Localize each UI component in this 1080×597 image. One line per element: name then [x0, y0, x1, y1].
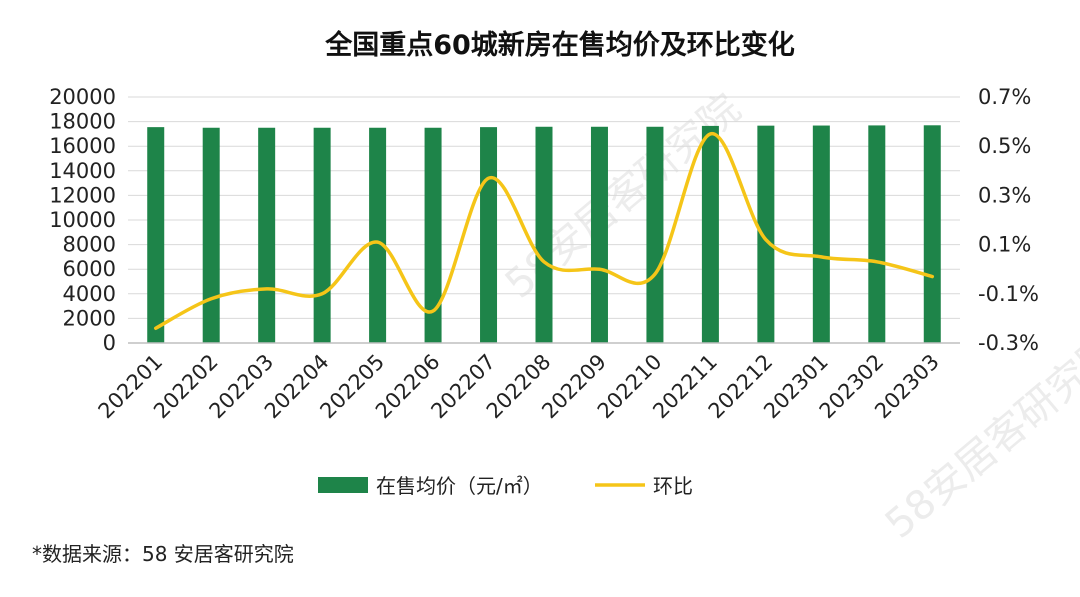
y-right-tick-label: -0.3%: [978, 331, 1039, 355]
y-right-tick-label: 0.7%: [978, 85, 1031, 109]
bar: [646, 126, 664, 344]
y-axis-left: 0200040006000800010000120001400016000180…: [49, 85, 116, 355]
y-left-tick-label: 4000: [63, 282, 116, 306]
bar: [590, 126, 608, 344]
y-left-tick-label: 10000: [49, 208, 116, 232]
bar: [369, 127, 387, 343]
bar: [812, 125, 830, 343]
y-left-tick-label: 18000: [49, 110, 116, 134]
y-left-tick-label: 12000: [49, 183, 116, 207]
bar: [535, 126, 553, 344]
bar: [202, 127, 220, 343]
y-left-tick-label: 20000: [49, 85, 116, 109]
bar: [923, 125, 941, 343]
bar: [258, 127, 276, 343]
legend-label-line: 环比: [653, 474, 693, 498]
bar: [313, 127, 331, 343]
bar: [480, 127, 498, 343]
bar: [701, 125, 719, 343]
y-right-tick-label: -0.1%: [978, 282, 1039, 306]
x-axis: 2022012022022022032022042022052022062022…: [94, 342, 960, 423]
y-left-tick-label: 14000: [49, 159, 116, 183]
bar: [424, 127, 442, 343]
chart-title: 全国重点60城新房在售均价及环比变化: [324, 29, 795, 61]
y-right-tick-label: 0.1%: [978, 233, 1031, 257]
bars: [147, 125, 941, 344]
source-note: *数据来源：58 安居客研究院: [32, 542, 294, 566]
bar: [757, 125, 775, 343]
watermark-2: 58安居客研究院: [877, 325, 1080, 547]
y-left-tick-label: 0: [103, 331, 116, 355]
line-series: [153, 132, 935, 330]
y-left-tick-label: 16000: [49, 134, 116, 158]
y-right-tick-label: 0.5%: [978, 134, 1031, 158]
legend-label-bar: 在售均价（元/㎡）: [376, 474, 543, 498]
line-path: [153, 132, 935, 330]
y-right-tick-label: 0.3%: [978, 183, 1031, 207]
bar: [147, 127, 165, 343]
legend: 在售均价（元/㎡） 环比: [318, 474, 693, 498]
y-left-tick-label: 2000: [63, 306, 116, 330]
legend-swatch-bar: [318, 477, 368, 493]
bar: [868, 125, 886, 344]
y-axis-right: -0.3% -0.1% 0.1% 0.3% 0.5% 0.7%: [978, 85, 1039, 355]
y-left-tick-label: 8000: [63, 233, 116, 257]
y-left-tick-label: 6000: [63, 257, 116, 281]
